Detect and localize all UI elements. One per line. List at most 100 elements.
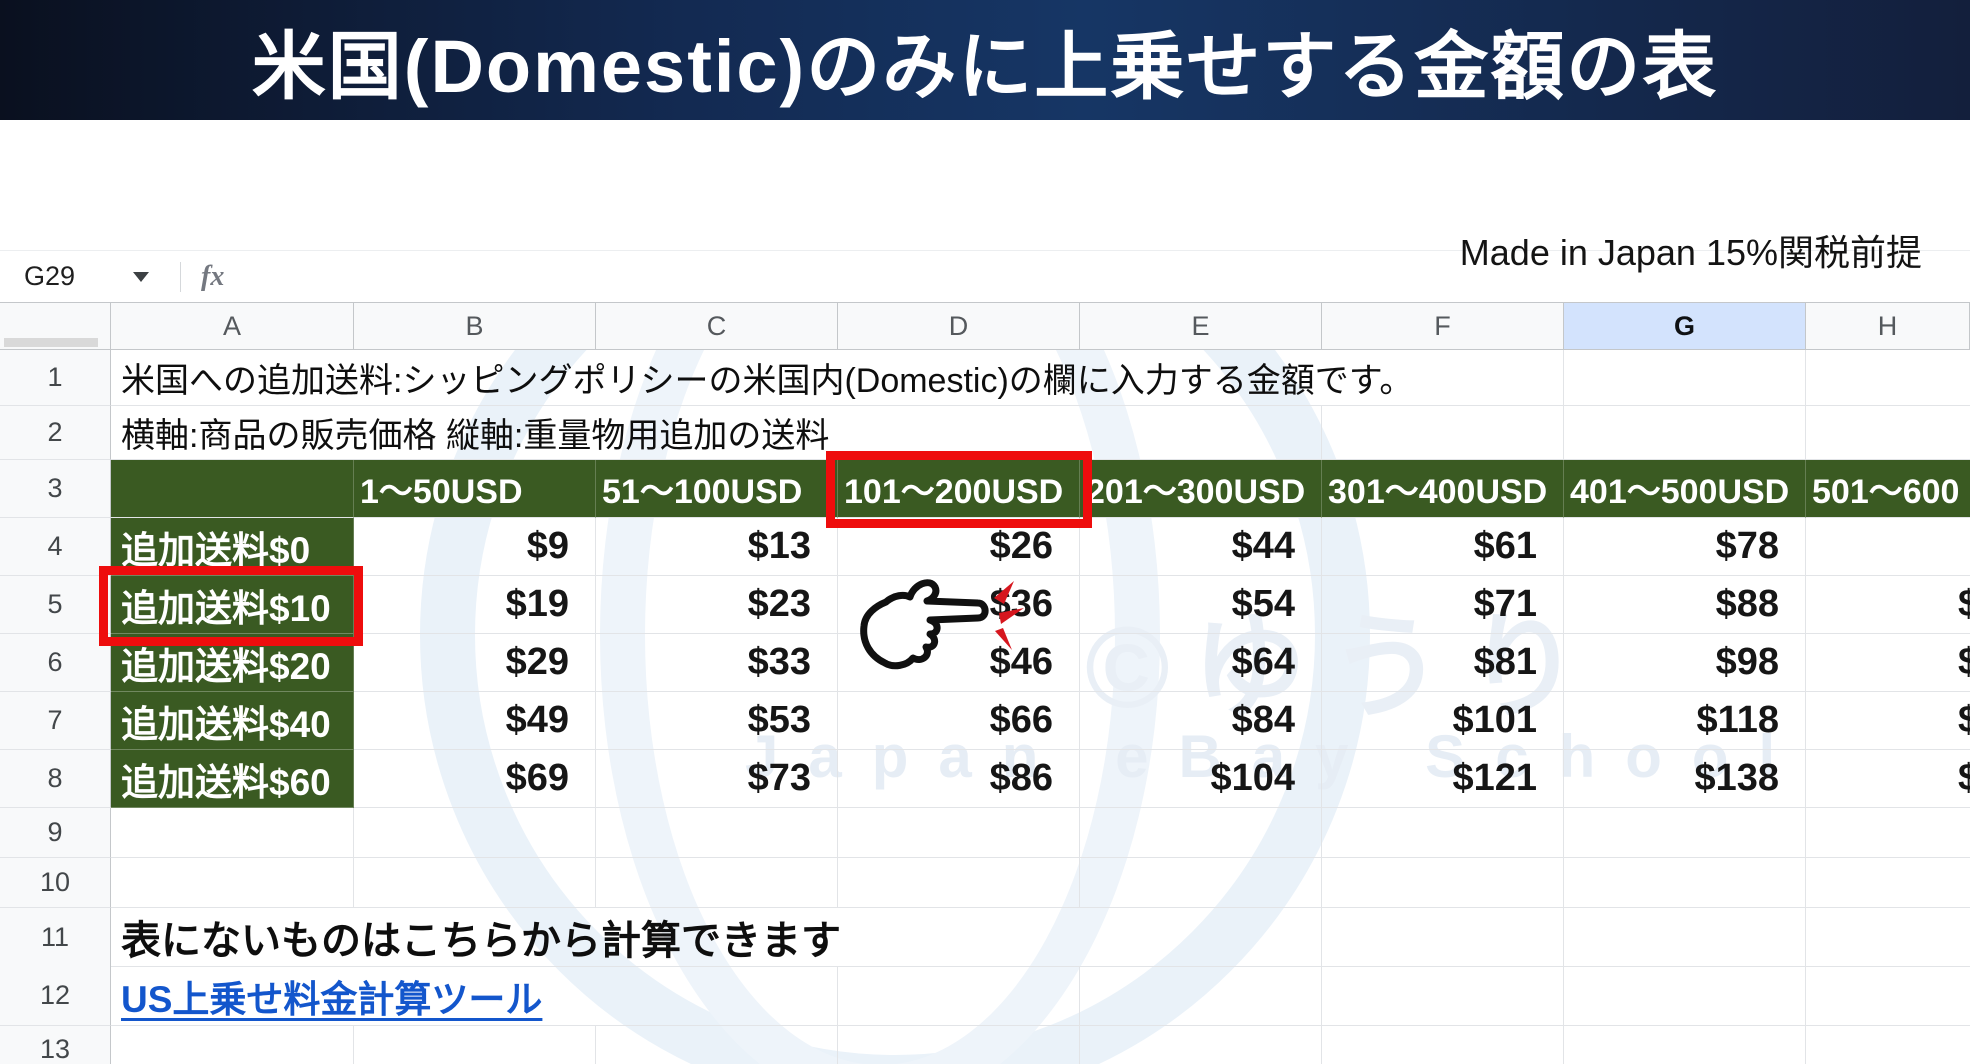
column-header-e[interactable]: E — [1080, 303, 1322, 349]
cell-g9[interactable] — [1564, 808, 1806, 858]
cell-h2[interactable] — [1806, 406, 1970, 460]
column-header-h[interactable]: H — [1806, 303, 1970, 349]
cell-c10[interactable] — [596, 858, 838, 908]
cell-d7[interactable]: $66 — [838, 692, 1080, 750]
select-all-corner[interactable] — [0, 303, 111, 349]
cell-g5[interactable]: $88 — [1564, 576, 1806, 634]
cell-d13[interactable] — [838, 1026, 1080, 1064]
cell-g8[interactable]: $138 — [1564, 750, 1806, 808]
column-header-c[interactable]: C — [596, 303, 838, 349]
row-number[interactable]: 1 — [0, 350, 111, 406]
cell-b10[interactable] — [354, 858, 596, 908]
cell-c9[interactable] — [596, 808, 838, 858]
cell-e8[interactable]: $104 — [1080, 750, 1322, 808]
cell-g4[interactable]: $78 — [1564, 518, 1806, 576]
cell-h8[interactable]: $ — [1806, 750, 1970, 808]
cell-g12[interactable] — [1564, 966, 1806, 1026]
cell-f13[interactable] — [1322, 1026, 1564, 1064]
row-number[interactable]: 9 — [0, 808, 111, 858]
cell-h9[interactable] — [1806, 808, 1970, 858]
cell-g11[interactable] — [1564, 908, 1806, 967]
cell-a9[interactable] — [111, 808, 354, 858]
cell-h10[interactable] — [1806, 858, 1970, 908]
cell-d6[interactable]: $46 — [838, 634, 1080, 692]
column-header-d[interactable]: D — [838, 303, 1080, 349]
cell-h1[interactable] — [1806, 350, 1970, 406]
cell-a11-calc-note[interactable]: 表にないものはこちらから計算できます — [111, 908, 1080, 967]
price-range-301-400[interactable]: 301〜400USD — [1322, 460, 1564, 518]
row-number[interactable]: 11 — [0, 908, 111, 967]
cell-c13[interactable] — [596, 1026, 838, 1064]
surcharge-label-20[interactable]: 追加送料$20 — [111, 634, 354, 692]
cell-e10[interactable] — [1080, 858, 1322, 908]
cell-b7[interactable]: $49 — [354, 692, 596, 750]
surcharge-label-0[interactable]: 追加送料$0 — [111, 518, 354, 576]
cell-c8[interactable]: $73 — [596, 750, 838, 808]
cell-h7[interactable]: $ — [1806, 692, 1970, 750]
cell-c4[interactable]: $13 — [596, 518, 838, 576]
cell-e2[interactable] — [1080, 406, 1322, 460]
cell-g2[interactable] — [1564, 406, 1806, 460]
cell-h4[interactable] — [1806, 518, 1970, 576]
row-number[interactable]: 6 — [0, 634, 111, 692]
cell-e9[interactable] — [1080, 808, 1322, 858]
calc-tool-link[interactable]: US上乗せ料金計算ツール — [121, 978, 543, 1020]
row-number[interactable]: 2 — [0, 406, 111, 460]
cell-f8[interactable]: $121 — [1322, 750, 1564, 808]
cell-g13[interactable] — [1564, 1026, 1806, 1064]
column-header-a[interactable]: A — [111, 303, 354, 349]
cell-h12[interactable] — [1806, 966, 1970, 1026]
cell-a3-green-blank[interactable] — [111, 460, 354, 518]
cell-a13[interactable] — [111, 1026, 354, 1064]
cell-f4[interactable]: $61 — [1322, 518, 1564, 576]
cell-e7[interactable]: $84 — [1080, 692, 1322, 750]
cell-c5[interactable]: $23 — [596, 576, 838, 634]
cell-e13[interactable] — [1080, 1026, 1322, 1064]
row-number[interactable]: 5 — [0, 576, 111, 634]
cell-d12[interactable] — [838, 966, 1080, 1026]
column-header-f[interactable]: F — [1322, 303, 1564, 349]
cell-f6[interactable]: $81 — [1322, 634, 1564, 692]
chevron-down-icon[interactable] — [133, 271, 150, 282]
cell-b9[interactable] — [354, 808, 596, 858]
cell-b4[interactable]: $9 — [354, 518, 596, 576]
cell-d10[interactable] — [838, 858, 1080, 908]
cell-f9[interactable] — [1322, 808, 1564, 858]
row-number[interactable]: 12 — [0, 966, 111, 1026]
cell-h6[interactable]: $ — [1806, 634, 1970, 692]
surcharge-label-60[interactable]: 追加送料$60 — [111, 750, 354, 808]
cell-c6[interactable]: $33 — [596, 634, 838, 692]
row-number[interactable]: 8 — [0, 750, 111, 808]
surcharge-label-10[interactable]: 追加送料$10 — [111, 576, 354, 634]
cell-f1[interactable] — [1322, 350, 1564, 406]
cell-g1[interactable] — [1564, 350, 1806, 406]
cell-d5[interactable]: $36 — [838, 576, 1080, 634]
row-number[interactable]: 3 — [0, 460, 111, 518]
row-number[interactable]: 13 — [0, 1026, 111, 1064]
column-header-g-selected[interactable]: G — [1564, 303, 1806, 349]
cell-d4[interactable]: $26 — [838, 518, 1080, 576]
cell-g7[interactable]: $118 — [1564, 692, 1806, 750]
cell-c7[interactable]: $53 — [596, 692, 838, 750]
row-number[interactable]: 7 — [0, 692, 111, 750]
row-number[interactable]: 4 — [0, 518, 111, 576]
cell-g10[interactable] — [1564, 858, 1806, 908]
column-header-b[interactable]: B — [354, 303, 596, 349]
cell-e11[interactable] — [1080, 908, 1322, 967]
surcharge-label-40[interactable]: 追加送料$40 — [111, 692, 354, 750]
cell-b6[interactable]: $29 — [354, 634, 596, 692]
cell-e5[interactable]: $54 — [1080, 576, 1322, 634]
cell-b13[interactable] — [354, 1026, 596, 1064]
price-range-51-100[interactable]: 51〜100USD — [596, 460, 838, 518]
cell-h11[interactable] — [1806, 908, 1970, 967]
fx-icon[interactable]: fx — [201, 260, 225, 292]
cell-b8[interactable]: $69 — [354, 750, 596, 808]
cell-f2[interactable] — [1322, 406, 1564, 460]
cell-e12[interactable] — [1080, 966, 1322, 1026]
row-number[interactable]: 10 — [0, 858, 111, 908]
cell-f10[interactable] — [1322, 858, 1564, 908]
price-range-401-500[interactable]: 401〜500USD — [1564, 460, 1806, 518]
cell-a1-description[interactable]: 米国への追加送料:シッピングポリシーの米国内(Domestic)の欄に入力する金… — [111, 350, 1413, 406]
price-range-101-200[interactable]: 101〜200USD — [838, 460, 1080, 518]
cell-f12[interactable] — [1322, 966, 1564, 1026]
